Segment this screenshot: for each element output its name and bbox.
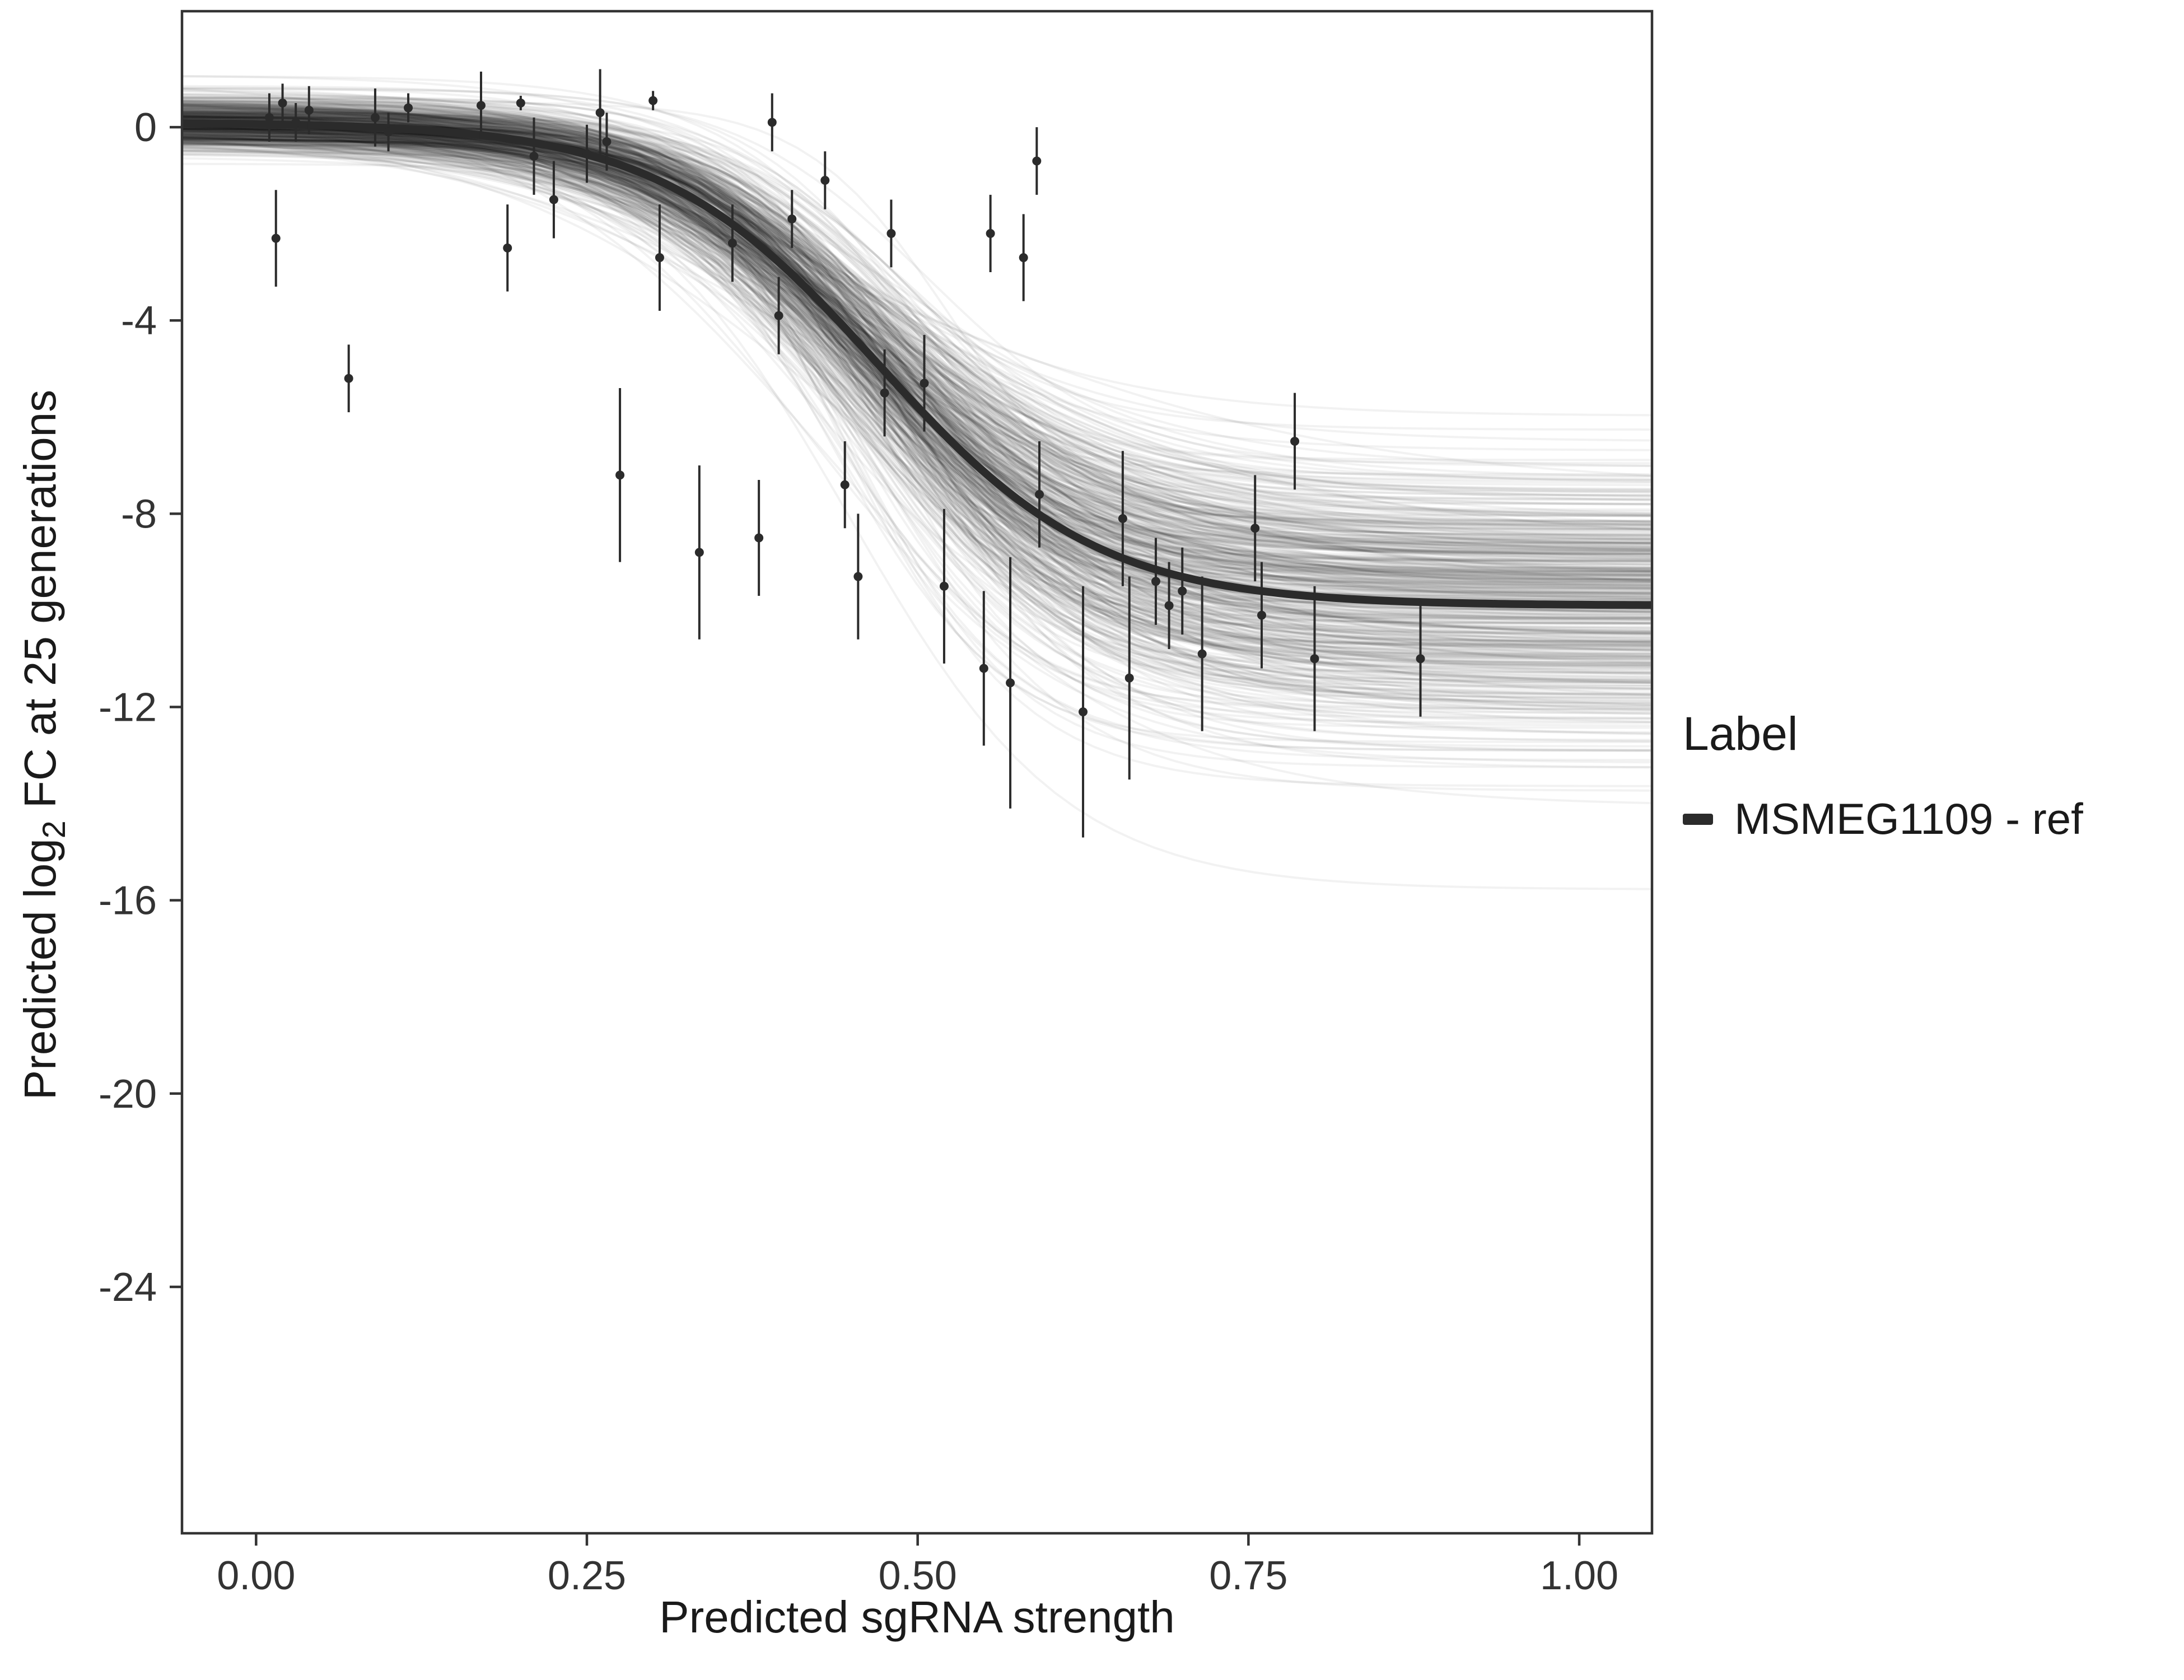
data-point xyxy=(1257,610,1266,620)
data-point xyxy=(304,105,314,115)
data-point xyxy=(1290,436,1300,446)
data-point xyxy=(840,480,850,489)
y-tick-label: -8 xyxy=(121,492,157,536)
data-point xyxy=(787,214,797,224)
data-point xyxy=(271,234,281,243)
y-tick-label: -4 xyxy=(121,298,157,343)
data-point xyxy=(694,548,704,557)
data-point xyxy=(853,572,863,581)
data-point xyxy=(615,470,625,480)
fit-curve xyxy=(182,119,1652,609)
data-point xyxy=(774,311,783,320)
plot-border xyxy=(180,10,1654,1535)
data-point xyxy=(767,118,777,127)
legend-entry-label: MSMEG1109 - ref xyxy=(1734,794,2083,843)
y-axis-label-suffix: FC at 25 generations xyxy=(15,389,65,821)
data-point xyxy=(655,253,664,263)
x-axis-label: Predicted sgRNA strength xyxy=(659,1592,1175,1642)
data-point xyxy=(1118,514,1127,523)
data-point xyxy=(648,96,658,105)
data-point xyxy=(529,151,539,161)
data-point xyxy=(754,533,764,543)
data-point xyxy=(1164,601,1174,610)
x-tick-label: 1.00 xyxy=(1540,1553,1618,1598)
y-tick-label: 0 xyxy=(134,105,157,150)
data-point xyxy=(979,664,988,673)
y-axis-label-prefix: Predicted log xyxy=(15,838,65,1100)
y-axis-label: Predicted log2 FC at 25 generations xyxy=(15,390,73,1100)
data-point xyxy=(886,228,896,238)
y-tick-label: -24 xyxy=(99,1265,157,1310)
axis-ticks: 0.00 0.25 0.50 0.75 1.00 0 -4 -8 -12 -16 -20 -24 xyxy=(99,105,1618,1598)
data-point xyxy=(727,239,737,248)
legend: Label MSMEG1109 - ref xyxy=(1683,707,2083,844)
x-tick-label: 0.75 xyxy=(1209,1553,1287,1598)
data-points xyxy=(264,69,1425,838)
data-point xyxy=(1124,673,1134,683)
data-point xyxy=(1197,649,1207,659)
uncertainty-band xyxy=(182,75,1651,890)
legend-entry: MSMEG1109 - ref xyxy=(1683,794,2083,844)
data-point xyxy=(370,113,380,122)
data-point xyxy=(384,127,393,137)
data-point xyxy=(880,388,889,398)
data-point xyxy=(1019,253,1028,263)
data-point xyxy=(1250,524,1260,533)
data-point xyxy=(582,149,591,158)
y-tick-label: -16 xyxy=(99,879,157,923)
data-point xyxy=(820,176,830,185)
y-tick-label: -12 xyxy=(99,685,157,730)
data-point xyxy=(986,228,995,238)
data-point xyxy=(264,113,274,122)
data-point xyxy=(1310,654,1319,664)
data-point xyxy=(503,243,512,253)
data-point xyxy=(404,103,413,113)
data-point xyxy=(1032,156,1042,166)
data-point xyxy=(1006,678,1015,688)
data-point xyxy=(1151,577,1160,586)
data-point xyxy=(291,118,301,127)
data-point xyxy=(278,98,287,108)
x-tick-label: 0.00 xyxy=(217,1553,295,1598)
data-point xyxy=(1178,586,1187,596)
x-tick-label: 0.25 xyxy=(548,1553,626,1598)
data-point xyxy=(476,101,486,110)
data-point xyxy=(939,581,949,591)
data-point xyxy=(920,379,929,388)
x-tick-label: 0.50 xyxy=(879,1553,957,1598)
legend-line-swatch xyxy=(1683,813,1713,825)
data-point xyxy=(516,98,525,108)
data-point xyxy=(1035,489,1044,499)
legend-title: Label xyxy=(1683,707,1798,760)
data-point xyxy=(1416,654,1425,664)
y-tick-label: -20 xyxy=(99,1072,157,1117)
y-axis-label-subscript: 2 xyxy=(36,820,72,839)
data-point xyxy=(595,108,605,118)
data-point xyxy=(1079,707,1088,717)
data-point xyxy=(344,374,353,383)
data-point xyxy=(602,137,612,146)
data-point xyxy=(549,195,558,204)
